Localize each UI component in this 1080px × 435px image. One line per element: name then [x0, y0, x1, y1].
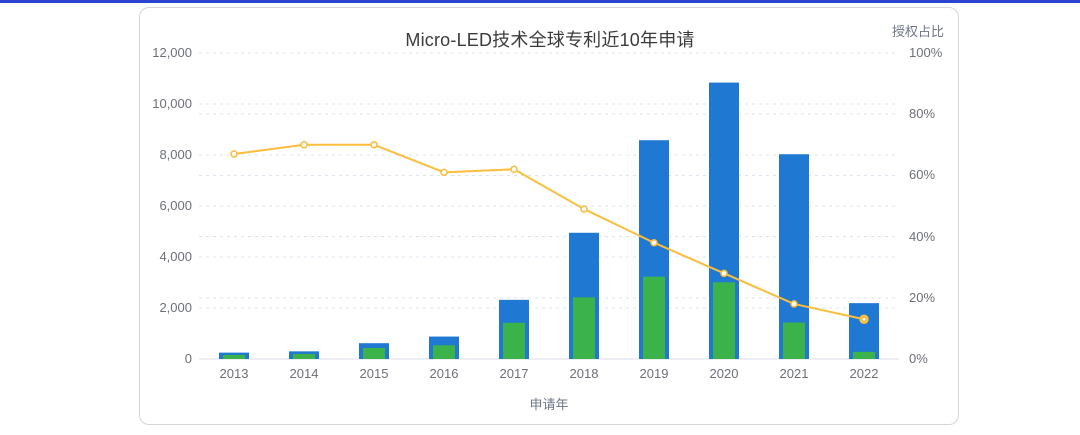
line-point-2014[interactable] [300, 141, 308, 149]
left-axis-tick: 4,000 [159, 249, 192, 264]
line-point-2016[interactable] [440, 168, 448, 177]
chart-canvas [199, 52, 899, 360]
bar-granted-2020[interactable] [713, 282, 735, 359]
bar-granted-2019[interactable] [643, 276, 665, 359]
chart-card: Micro-LED技术全球专利近10年申请 授权占比 0 2,000 4,000 6,… [139, 7, 959, 425]
bar-granted-2018[interactable] [573, 297, 595, 359]
x-axis-label-2016: 2016 [429, 366, 459, 381]
grant-ratio-line [233, 143, 865, 321]
x-axis-label-2013: 2013 [219, 366, 249, 381]
bar-granted-2021[interactable] [783, 322, 805, 359]
line-point-2020[interactable] [720, 269, 728, 278]
right-axis-tick: 60% [909, 167, 936, 183]
right-axis-tick: 80% [909, 106, 936, 122]
line-point-core [862, 317, 866, 321]
left-axis-tick: 2,000 [159, 300, 192, 315]
x-axis-label-2015: 2015 [359, 366, 389, 381]
right-axis-tick: 100% [909, 45, 943, 60]
line-point-2021[interactable] [790, 300, 798, 308]
right-axis-tick: 0% [909, 351, 928, 366]
left-axis-tick: 8,000 [159, 147, 192, 162]
line-point-2015[interactable] [370, 141, 378, 149]
line-point-2017[interactable] [510, 165, 518, 174]
right-axis-tick: 20% [909, 289, 936, 305]
line-point-2013[interactable] [230, 150, 238, 158]
bar-granted-2016[interactable] [433, 345, 455, 359]
bar-granted-2022[interactable] [853, 351, 875, 359]
bar-granted-2013[interactable] [223, 354, 245, 359]
bar-granted-2017[interactable] [503, 322, 525, 359]
x-axis-label-2014: 2014 [289, 366, 319, 381]
left-axis-tick: 10,000 [152, 96, 192, 111]
x-axis-label-2019: 2019 [639, 366, 669, 381]
line-point-2019[interactable] [650, 238, 658, 247]
x-axis-label-2022: 2022 [849, 366, 879, 381]
bar-granted-2014[interactable] [293, 353, 315, 359]
left-axis-tick: 6,000 [159, 198, 192, 213]
line-point-2018[interactable] [580, 205, 588, 213]
bar-granted-2015[interactable] [363, 348, 385, 359]
right-axis-name: 授权占比 [891, 24, 944, 39]
chart-title: Micro-LED技术全球专利近10年申请 [405, 30, 695, 50]
left-axis-tick: 0 [184, 351, 192, 366]
left-axis-tick: 12,000 [152, 45, 192, 60]
x-axis-name: 申请年 [529, 397, 569, 412]
x-axis-label-2018: 2018 [569, 366, 599, 381]
top-divider [0, 0, 1080, 3]
x-axis-label-2021: 2021 [779, 366, 809, 381]
x-axis-label-2017: 2017 [499, 366, 529, 381]
bar-total-2022[interactable] [849, 303, 879, 359]
x-axis-label-2020: 2020 [709, 366, 739, 381]
right-axis-tick: 40% [909, 228, 936, 244]
